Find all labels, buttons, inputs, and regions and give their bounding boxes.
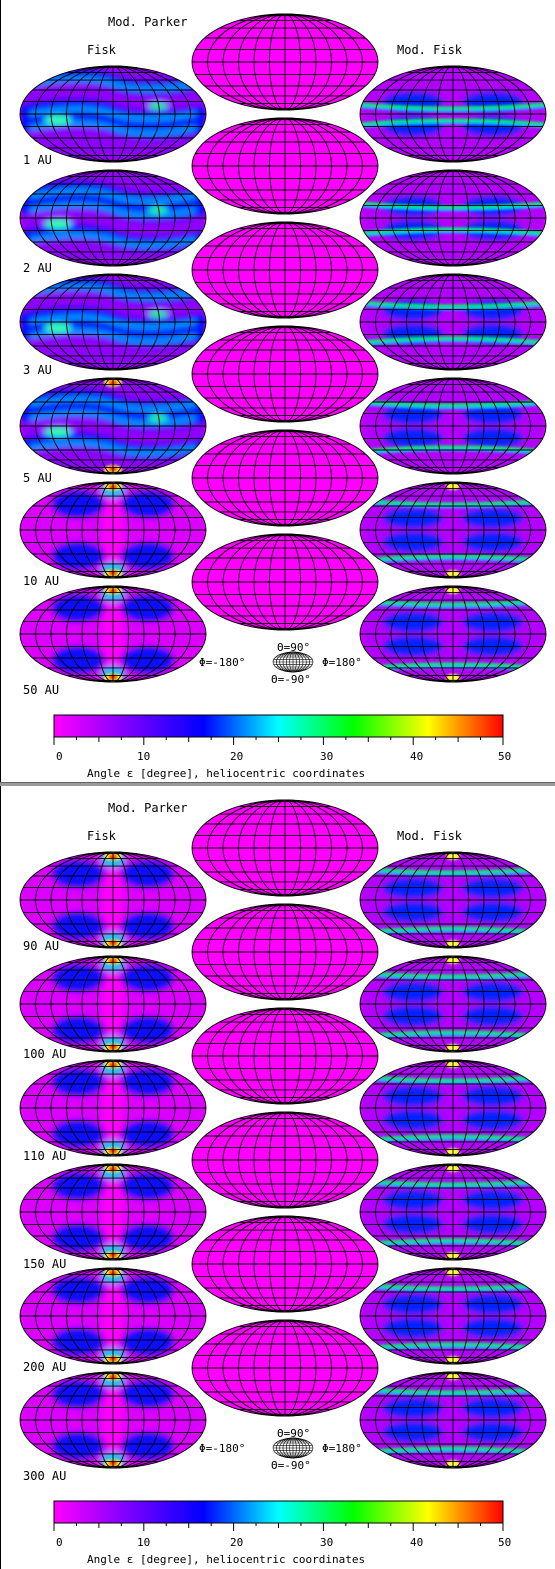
row-label: 50 AU [23,683,59,697]
tick-label: 10 [137,750,150,763]
mod-parker-map [191,325,379,423]
title-mod-parker: Mod. Parker [108,15,187,29]
orientation-key: Θ=90° Φ=-180° Φ=180° Θ=-90° [199,1427,362,1472]
modfisk-map [359,585,547,683]
label-mod-fisk: Mod. Fisk [397,43,463,57]
label-mod-fisk: Mod. Fisk [397,829,463,843]
title-mod-parker: Mod. Parker [108,801,187,815]
key-phi-right: Φ=180° [322,1442,362,1455]
row-label: 100 AU [23,1047,66,1061]
tick-label: 10 [137,1536,150,1549]
mod-parker-map [191,1319,379,1417]
mod-parker-map [191,799,379,897]
mod-parker-map [191,1007,379,1105]
fisk-map [19,1267,207,1365]
colorbar-ticks [53,737,504,745]
panel-inner-heliosphere: Mod. Parker Fisk Mod. Fisk 1 AU 2 AU 3 A… [0,0,555,783]
modfisk-map [359,65,547,163]
key-theta-bottom: Θ=-90° [271,1459,311,1472]
fisk-map [19,481,207,579]
fisk-map [19,1371,207,1469]
mod-parker-map [191,533,379,631]
tick-label: 30 [320,1536,333,1549]
colorbar: 0 10 20 30 40 50 Angle ε [degree], helio… [53,1500,511,1566]
row-label: 90 AU [23,939,59,953]
modfisk-map [359,851,547,949]
key-phi-left: Φ=-180° [199,656,245,669]
mod-parker-map [191,429,379,527]
colorbar: 0 10 20 30 40 50 Angle ε [degree], helio… [53,714,511,780]
row-label: 300 AU [23,1469,66,1483]
row-label: 3 AU [23,363,52,377]
fisk-map [19,1163,207,1261]
panel-outer-heliosphere: Mod. Parker Fisk Mod. Fisk 90 AU 100 AU … [0,786,555,1569]
map-grid-bottom [19,799,547,1469]
fisk-map [19,585,207,683]
fisk-map [19,1059,207,1157]
colorbar-gradient [53,714,504,738]
row-label: 2 AU [23,261,52,275]
modfisk-map [359,955,547,1053]
modfisk-map [359,1371,547,1469]
modfisk-map [359,481,547,579]
modfisk-map [359,1059,547,1157]
row-label: 200 AU [23,1360,66,1374]
orientation-key: Θ=90° Φ=-180° Φ=180° Θ=-90° [199,641,362,686]
mod-parker-map [191,13,379,111]
row-label: 110 AU [23,1149,66,1163]
tick-label: 20 [230,1536,243,1549]
tick-label: 40 [410,1536,423,1549]
mod-parker-map [191,117,379,215]
fisk-map [19,169,207,267]
key-phi-right: Φ=180° [322,656,362,669]
tick-label: 0 [56,1536,63,1549]
fisk-map [19,273,207,371]
mod-parker-map [191,1111,379,1209]
modfisk-map [359,1267,547,1365]
map-grid-top [19,13,547,683]
label-fisk: Fisk [87,829,117,843]
fisk-map [19,377,207,475]
mini-globe-icon [272,651,314,673]
fisk-map [19,65,207,163]
tick-label: 30 [320,750,333,763]
row-label: 150 AU [23,1257,66,1271]
row-label: 1 AU [23,153,52,167]
mini-globe-icon [272,1437,314,1459]
maps-figure-top: Mod. Parker Fisk Mod. Fisk 1 AU 2 AU 3 A… [19,13,547,780]
colorbar-label: Angle ε [degree], heliocentric coordinat… [87,1553,365,1566]
row-label: 10 AU [23,574,59,588]
modfisk-map [359,169,547,267]
row-label: 5 AU [23,471,52,485]
tick-label: 50 [498,750,511,763]
maps-figure-bottom: Mod. Parker Fisk Mod. Fisk 90 AU 100 AU … [19,799,547,1566]
fisk-map [19,851,207,949]
tick-label: 50 [498,1536,511,1549]
modfisk-map [359,273,547,371]
key-theta-top: Θ=90° [277,641,310,654]
mod-parker-map [191,221,379,319]
mod-parker-map [191,903,379,1001]
modfisk-map [359,1163,547,1261]
key-theta-bottom: Θ=-90° [271,673,311,686]
mod-parker-map [191,1215,379,1313]
tick-label: 40 [410,750,423,763]
tick-label: 0 [56,750,63,763]
label-fisk: Fisk [87,43,117,57]
fisk-map [19,955,207,1053]
colorbar-label: Angle ε [degree], heliocentric coordinat… [87,767,365,780]
tick-label: 20 [230,750,243,763]
colorbar-ticks [53,1523,504,1531]
colorbar-gradient [53,1500,504,1524]
key-theta-top: Θ=90° [277,1427,310,1440]
panel-separator [0,782,555,786]
key-phi-left: Φ=-180° [199,1442,245,1455]
modfisk-map [359,377,547,475]
